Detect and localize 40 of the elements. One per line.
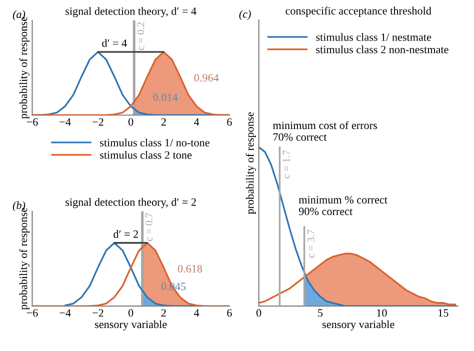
legend-label: stimulus class 1/ nestmate bbox=[316, 33, 432, 41]
annotation: c = 3.7 bbox=[307, 230, 314, 258]
annotation: 0.964 bbox=[194, 74, 219, 82]
x-tick-label: 2 bbox=[161, 118, 166, 126]
x-tick-label: 10 bbox=[377, 309, 387, 317]
text: (c) bbox=[239, 10, 251, 20]
y-axis-title: probability of response bbox=[246, 112, 256, 214]
legend-label: stimulus class 1/ no-tone bbox=[100, 138, 210, 146]
annotation: 0.618 bbox=[178, 264, 202, 273]
x-axis-title: sensory variable bbox=[322, 320, 394, 330]
x-tick-label: 6 bbox=[227, 309, 232, 317]
x-tick-label: −4 bbox=[60, 309, 71, 317]
x-tick-label: 0 bbox=[256, 309, 262, 317]
x-tick-label: −4 bbox=[60, 118, 71, 126]
chart-title: signal detection theory, d′ = 2 bbox=[66, 198, 196, 208]
x-tick-label: 4 bbox=[194, 309, 200, 317]
chart-title: conspecific acceptance threshold bbox=[286, 6, 432, 17]
x-tick-label: 6 bbox=[227, 118, 232, 126]
x-tick-label: −2 bbox=[92, 309, 104, 317]
x-tick-label: 0 bbox=[128, 118, 134, 126]
x-axis-title: sensory variable bbox=[95, 320, 167, 330]
ref-line-label: c = 0.7 bbox=[145, 212, 152, 242]
annotation: c = 1.7 bbox=[282, 150, 290, 178]
x-tick-label: 2 bbox=[161, 309, 166, 317]
annotation: d′ = 4 bbox=[102, 39, 127, 47]
x-tick-label: 0 bbox=[128, 309, 134, 317]
x-tick-label: −6 bbox=[26, 309, 38, 317]
annotation: minimum % correct 90% correct bbox=[298, 196, 388, 216]
x-tick-label: 15 bbox=[438, 309, 448, 317]
ref-line-label: c = 0.2 bbox=[137, 22, 144, 50]
x-tick-label: −2 bbox=[92, 118, 104, 126]
x-tick-label: −6 bbox=[26, 118, 38, 126]
x-tick-label: 5 bbox=[318, 309, 323, 317]
annotation: d′ = 2 bbox=[114, 230, 138, 238]
text: minimum cost of errors 70% correct bbox=[272, 121, 377, 141]
annotation: 0.014 bbox=[153, 94, 178, 102]
x-tick-label: 4 bbox=[194, 118, 200, 126]
chart-title: signal detection theory, d′ = 4 bbox=[66, 7, 196, 18]
legend-label: stimulus class 2 tone bbox=[100, 150, 192, 159]
legend-label: stimulus class 2 non-nestmate bbox=[316, 45, 448, 54]
